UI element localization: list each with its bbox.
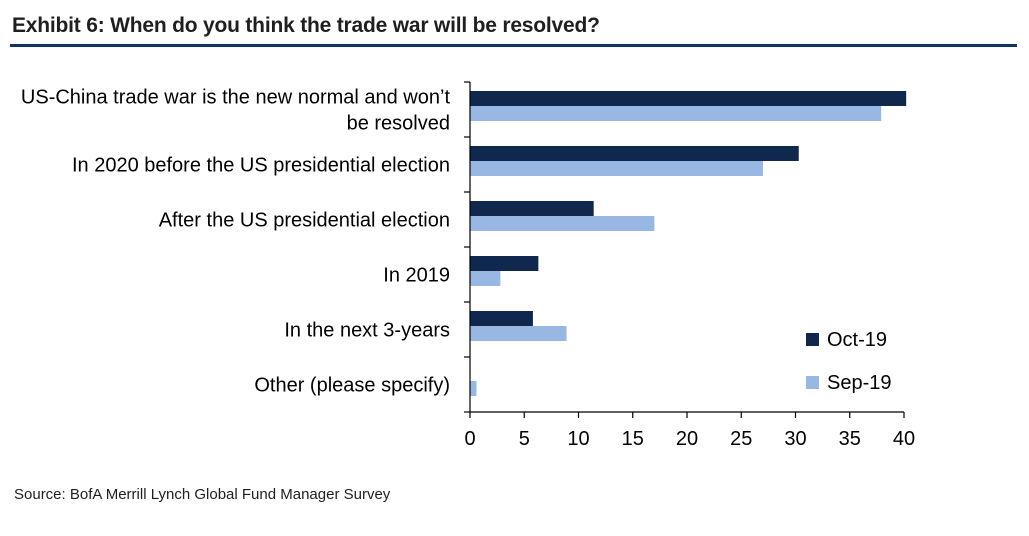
bar-oct-19-1	[470, 146, 799, 161]
x-tick-label-10: 10	[567, 428, 589, 450]
x-tick-label-15: 15	[622, 428, 644, 450]
bar-oct-19-2	[470, 201, 594, 216]
chart-title: Exhibit 6: When do you think the trade w…	[12, 14, 600, 37]
bar-sep-19-4	[470, 326, 567, 341]
source-note: Source: BofA Merrill Lynch Global Fund M…	[14, 486, 391, 503]
bar-sep-19-2	[470, 216, 655, 231]
legend-label-sep-19: Sep-19	[827, 372, 892, 394]
bar-oct-19-4	[470, 311, 533, 326]
x-tick-label-5: 5	[519, 428, 530, 450]
category-label-2: After the US presidential election	[159, 210, 450, 232]
category-label-5: Other (please specify)	[254, 375, 450, 397]
category-label-0-line-0: US-China trade war is the new normal and…	[21, 87, 451, 109]
bar-oct-19-0	[470, 91, 907, 106]
x-tick-label-20: 20	[676, 428, 698, 450]
legend-label-oct-19: Oct-19	[827, 329, 887, 351]
legend-swatch-sep-19	[806, 376, 819, 389]
x-tick-label-40: 40	[893, 428, 915, 450]
category-label-3: In 2019	[383, 265, 450, 287]
legend-swatch-oct-19	[806, 333, 819, 346]
category-label-1: In 2020 before the US presidential elect…	[72, 155, 450, 177]
x-tick-label-30: 30	[784, 428, 806, 450]
title-underline	[10, 44, 1017, 47]
bar-oct-19-3	[470, 256, 539, 271]
x-tick-label-25: 25	[730, 428, 752, 450]
x-tick-label-0: 0	[464, 428, 475, 450]
category-label-0-line-1: be resolved	[347, 113, 450, 135]
bar-sep-19-5	[470, 381, 477, 396]
bar-sep-19-3	[470, 271, 501, 286]
category-label-4: In the next 3-years	[284, 320, 450, 342]
bar-sep-19-1	[470, 161, 763, 176]
x-tick-label-35: 35	[839, 428, 861, 450]
bar-sep-19-0	[470, 106, 882, 121]
